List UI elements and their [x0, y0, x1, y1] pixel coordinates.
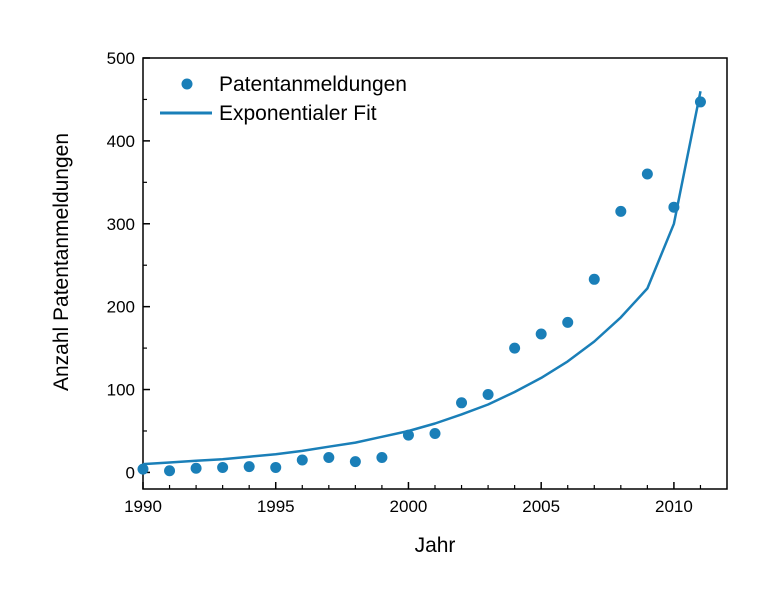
- data-point: [137, 463, 149, 475]
- legend-marker-points: [181, 78, 193, 90]
- y-tick-label: 400: [107, 132, 135, 151]
- data-point: [641, 168, 653, 180]
- data-point: [270, 461, 282, 473]
- y-axis-ticks: 0 100 200 300 400 500: [107, 49, 150, 482]
- x-tick-label: 1995: [257, 497, 295, 516]
- x-tick-label: 2000: [390, 497, 428, 516]
- data-point: [349, 456, 361, 468]
- data-point: [190, 462, 202, 474]
- data-point: [668, 201, 680, 213]
- data-point: [243, 461, 255, 473]
- data-point: [376, 452, 388, 464]
- x-tick-label: 1990: [124, 497, 162, 516]
- y-tick-label: 500: [107, 49, 135, 68]
- y-tick-label: 100: [107, 381, 135, 400]
- y-tick-label: 300: [107, 215, 135, 234]
- data-point: [535, 328, 547, 340]
- legend: Patentanmeldungen Exponentialer Fit: [160, 73, 407, 125]
- data-point: [429, 427, 441, 439]
- points-layer: [137, 96, 706, 477]
- data-point: [164, 465, 176, 477]
- data-point: [402, 429, 414, 441]
- data-point: [296, 454, 308, 466]
- y-tick-label: 200: [107, 298, 135, 317]
- x-axis-title: Jahr: [415, 534, 456, 557]
- data-point: [456, 397, 468, 409]
- y-axis-title: Anzahl Patentanmeldungen: [50, 133, 73, 391]
- x-axis-ticks: 1990 1995 2000 2005 2010: [124, 482, 702, 516]
- data-point: [588, 273, 600, 285]
- legend-label-fit: Exponentialer Fit: [219, 102, 377, 125]
- fit-layer: [142, 90, 702, 466]
- data-point: [509, 342, 521, 354]
- data-point: [562, 316, 574, 328]
- data-point: [615, 205, 627, 217]
- legend-label-points: Patentanmeldungen: [219, 73, 407, 96]
- data-point: [323, 452, 335, 464]
- data-point: [482, 389, 494, 401]
- x-tick-label: 2010: [655, 497, 693, 516]
- y-tick-label: 0: [126, 463, 135, 482]
- data-point: [694, 96, 706, 108]
- x-tick-label: 2005: [522, 497, 560, 516]
- data-point: [217, 461, 229, 473]
- fit-line: [142, 90, 702, 466]
